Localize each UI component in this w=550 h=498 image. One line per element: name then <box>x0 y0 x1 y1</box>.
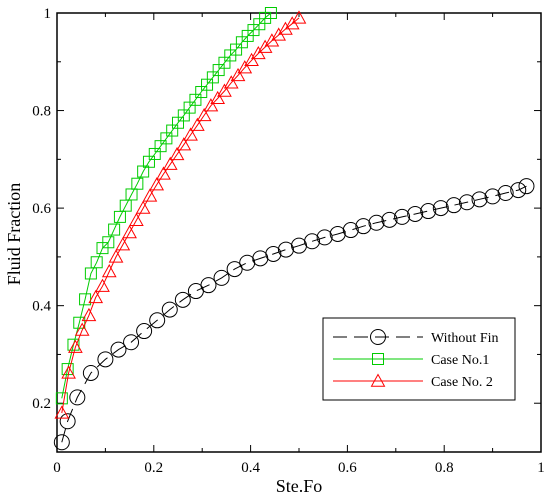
legend: Without Fin Case No.1 Case No. 2 <box>323 318 515 400</box>
x-tick-label: 0 <box>53 460 61 476</box>
legend-label: Case No.1 <box>431 353 489 368</box>
legend-label: Without Fin <box>431 331 499 346</box>
y-axis-title: Fluid Fraction <box>4 183 24 286</box>
x-tick-label: 0.2 <box>144 460 163 476</box>
x-tick-label: 0.8 <box>435 460 454 476</box>
y-tick-label: 0.2 <box>32 396 51 412</box>
legend-label: Case No. 2 <box>431 375 493 390</box>
x-tick-label: 0.6 <box>338 460 357 476</box>
x-tick-label: 1 <box>537 460 545 476</box>
x-tick-label: 0.4 <box>241 460 260 476</box>
y-tick-label: 0.8 <box>32 104 51 120</box>
x-axis-title: Ste.Fo <box>276 476 323 496</box>
y-tick-label: 0.4 <box>32 299 51 315</box>
y-tick-label: 1 <box>44 6 52 22</box>
y-tick-label: 0.6 <box>32 201 51 217</box>
